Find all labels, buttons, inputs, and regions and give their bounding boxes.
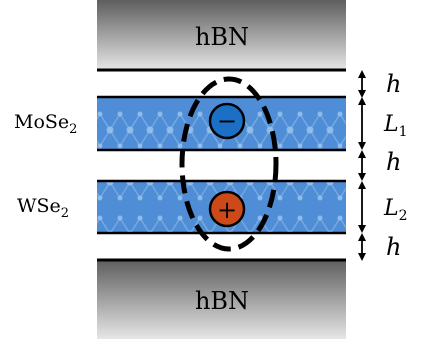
hole-charge: + — [208, 190, 246, 228]
thickness-label-2: L2 — [383, 196, 408, 224]
exciton-ellipse — [179, 76, 279, 252]
electron-charge: − — [208, 102, 246, 140]
bottom-hbn-label: hBN — [195, 287, 249, 315]
gap-label-top: h — [386, 70, 401, 98]
gap-label-bottom: h — [386, 233, 401, 261]
gap-label-middle: h — [386, 148, 401, 176]
minus-icon: − — [217, 107, 237, 135]
mose2-label: MoSe2 — [14, 111, 77, 137]
plus-icon: + — [217, 196, 237, 224]
top-hbn-label: hBN — [195, 23, 249, 51]
top-hbn-substrate: hBN — [97, 0, 346, 72]
thickness-label-1: L1 — [383, 112, 408, 140]
bottom-hbn-substrate: hBN — [97, 258, 346, 339]
wse2-label: WSe2 — [17, 195, 69, 221]
